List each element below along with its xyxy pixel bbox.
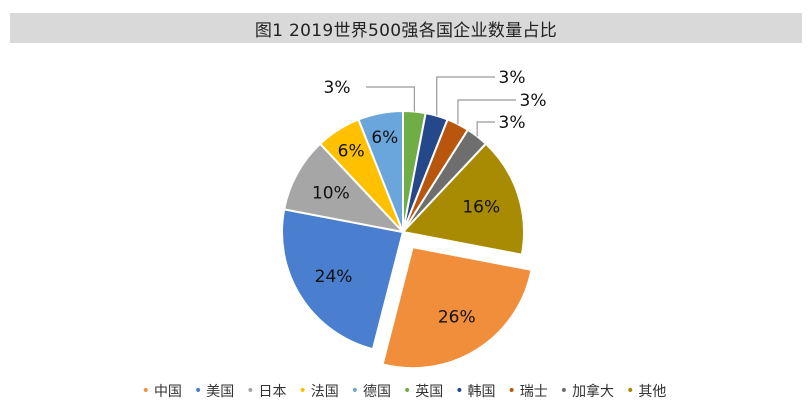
legend-marker: • xyxy=(626,383,635,399)
legend-label: 日本 xyxy=(258,384,287,400)
data-label-其他: 16% xyxy=(462,198,500,218)
legend-label: 韩国 xyxy=(467,384,496,400)
legend-item-加拿大: • 加拿大 xyxy=(560,381,614,401)
legend-label: 加拿大 xyxy=(572,384,615,400)
data-label-韩国: 3% xyxy=(499,68,526,88)
legend-item-法国: • 法国 xyxy=(298,381,338,401)
legend-label: 德国 xyxy=(363,384,391,400)
legend-marker: • xyxy=(298,383,307,399)
legend-label: 其他 xyxy=(638,384,667,400)
legend-marker: • xyxy=(559,383,569,399)
chart-legend: • 中国 • 美国 • 日本 • 法国 • 德国 • 英国 • 韩国 • 瑞士 • 加拿大 • 其他 xyxy=(0,381,808,401)
data-label-法国: 6% xyxy=(338,141,365,161)
leader-line-加拿大 xyxy=(476,121,495,137)
legend-marker: • xyxy=(141,383,150,399)
legend-label: 英国 xyxy=(415,384,444,400)
legend-marker: • xyxy=(246,383,255,399)
leader-line-英国 xyxy=(366,86,415,112)
legend-label: 瑞士 xyxy=(519,384,548,400)
legend-label: 美国 xyxy=(206,384,235,400)
pie-slice-德国 xyxy=(357,109,404,233)
legend-item-其他: • 其他 xyxy=(626,381,666,401)
data-label-加拿大: 3% xyxy=(499,113,526,133)
data-label-中国: 26% xyxy=(438,308,476,328)
legend-marker: • xyxy=(403,383,412,399)
pie-slice-中国 xyxy=(381,246,533,370)
chart-title: 图1 2019世界500强各国企业数量占比 xyxy=(254,20,558,41)
leader-line-韩国 xyxy=(436,76,495,116)
data-label-日本: 10% xyxy=(312,183,350,203)
legend-item-日本: • 日本 xyxy=(246,381,286,401)
data-label-德国: 6% xyxy=(371,128,398,148)
data-label-瑞士: 3% xyxy=(520,91,547,111)
legend-item-中国: • 中国 xyxy=(142,381,182,401)
legend-item-英国: • 英国 xyxy=(403,381,443,401)
legend-marker: • xyxy=(455,383,464,399)
legend-marker: • xyxy=(193,383,203,399)
pie-slice-美国 xyxy=(281,208,405,351)
legend-item-瑞士: • 瑞士 xyxy=(508,381,548,401)
legend-item-德国: • 德国 xyxy=(351,381,391,401)
data-label-美国: 24% xyxy=(315,267,353,287)
legend-item-美国: • 美国 xyxy=(194,381,234,401)
legend-item-韩国: • 韩国 xyxy=(455,381,495,401)
legend-marker: • xyxy=(507,383,516,399)
pie-slice-日本 xyxy=(282,142,406,234)
legend-label: 中国 xyxy=(153,384,182,400)
leader-line-瑞士 xyxy=(457,99,516,125)
data-label-英国: 3% xyxy=(324,78,351,98)
pie-slice-其他 xyxy=(401,142,525,256)
legend-marker: • xyxy=(350,383,359,399)
legend-label: 法国 xyxy=(310,384,339,400)
chart-title-bar: 图1 2019世界500强各国企业数量占比 xyxy=(10,13,802,43)
